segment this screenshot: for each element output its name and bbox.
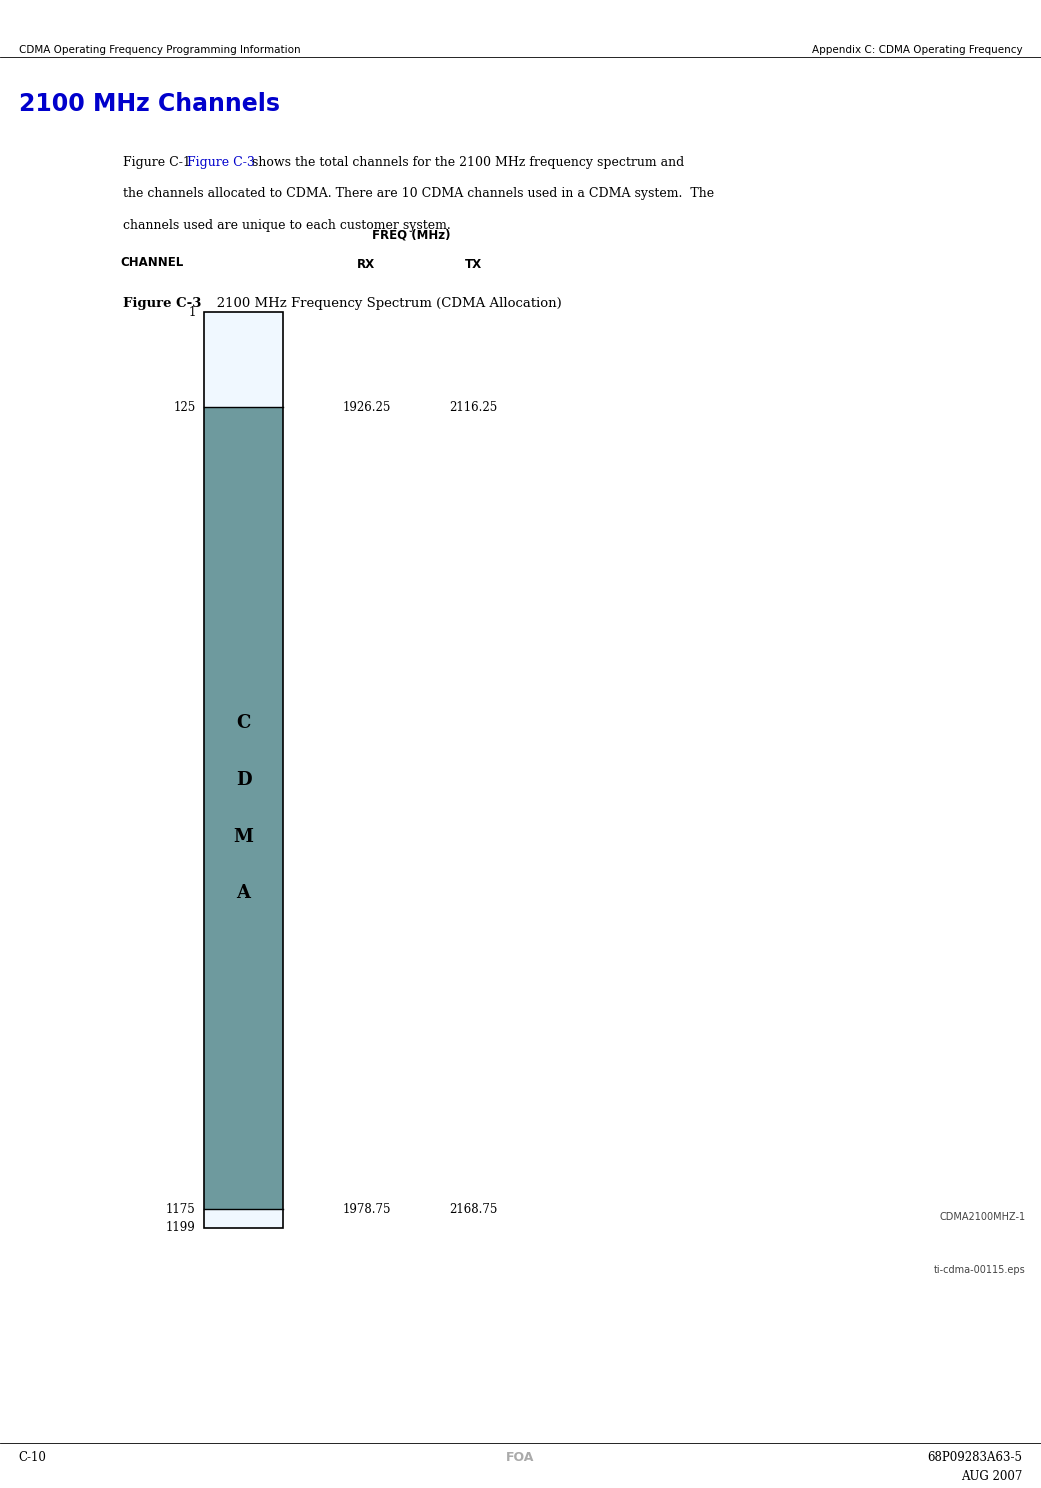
Text: FREQ (MHz): FREQ (MHz) — [372, 228, 451, 241]
Text: 68P09283A63-5: 68P09283A63-5 — [928, 1451, 1022, 1464]
Text: Figure C-1: Figure C-1 — [123, 156, 191, 170]
Text: M: M — [233, 827, 254, 845]
Text: Appendix C: CDMA Operating Frequency: Appendix C: CDMA Operating Frequency — [812, 45, 1022, 55]
Bar — [204, 312, 283, 1228]
Text: 2168.75: 2168.75 — [450, 1202, 498, 1216]
Text: C-10: C-10 — [19, 1451, 47, 1464]
Text: 1978.75: 1978.75 — [342, 1202, 390, 1216]
Text: 1: 1 — [188, 307, 196, 318]
Bar — [204, 312, 283, 408]
Text: 2100 MHz Frequency Spectrum (CDMA Allocation): 2100 MHz Frequency Spectrum (CDMA Alloca… — [204, 296, 562, 310]
Text: ti-cdma-00115.eps: ti-cdma-00115.eps — [934, 1265, 1025, 1275]
Text: the channels allocated to CDMA. There are 10 CDMA channels used in a CDMA system: the channels allocated to CDMA. There ar… — [123, 187, 714, 201]
Text: C: C — [236, 714, 251, 732]
Text: Figure C-3: Figure C-3 — [123, 296, 201, 310]
Text: 1199: 1199 — [166, 1222, 196, 1234]
Text: channels used are unique to each customer system.: channels used are unique to each custome… — [123, 219, 451, 232]
Text: 2116.25: 2116.25 — [450, 400, 498, 414]
Text: AUG 2007: AUG 2007 — [961, 1470, 1022, 1484]
Text: CDMA2100MHZ-1: CDMA2100MHZ-1 — [939, 1211, 1025, 1222]
Text: FOA: FOA — [506, 1451, 535, 1464]
Text: CDMA Operating Frequency Programming Information: CDMA Operating Frequency Programming Inf… — [19, 45, 301, 55]
Bar — [204, 408, 283, 1210]
Text: 1926.25: 1926.25 — [342, 400, 390, 414]
Text: CHANNEL: CHANNEL — [120, 256, 183, 269]
Text: 1175: 1175 — [166, 1202, 196, 1216]
Text: TX: TX — [465, 257, 482, 271]
Text: RX: RX — [357, 257, 376, 271]
Text: A: A — [236, 884, 251, 902]
Bar — [204, 1210, 283, 1228]
Text: 2100 MHz Channels: 2100 MHz Channels — [19, 92, 280, 116]
Text: shows the total channels for the 2100 MHz frequency spectrum and: shows the total channels for the 2100 MH… — [248, 156, 684, 170]
Text: 125: 125 — [174, 400, 196, 414]
Text: Figure C-3: Figure C-3 — [187, 156, 255, 170]
Text: D: D — [235, 771, 252, 789]
